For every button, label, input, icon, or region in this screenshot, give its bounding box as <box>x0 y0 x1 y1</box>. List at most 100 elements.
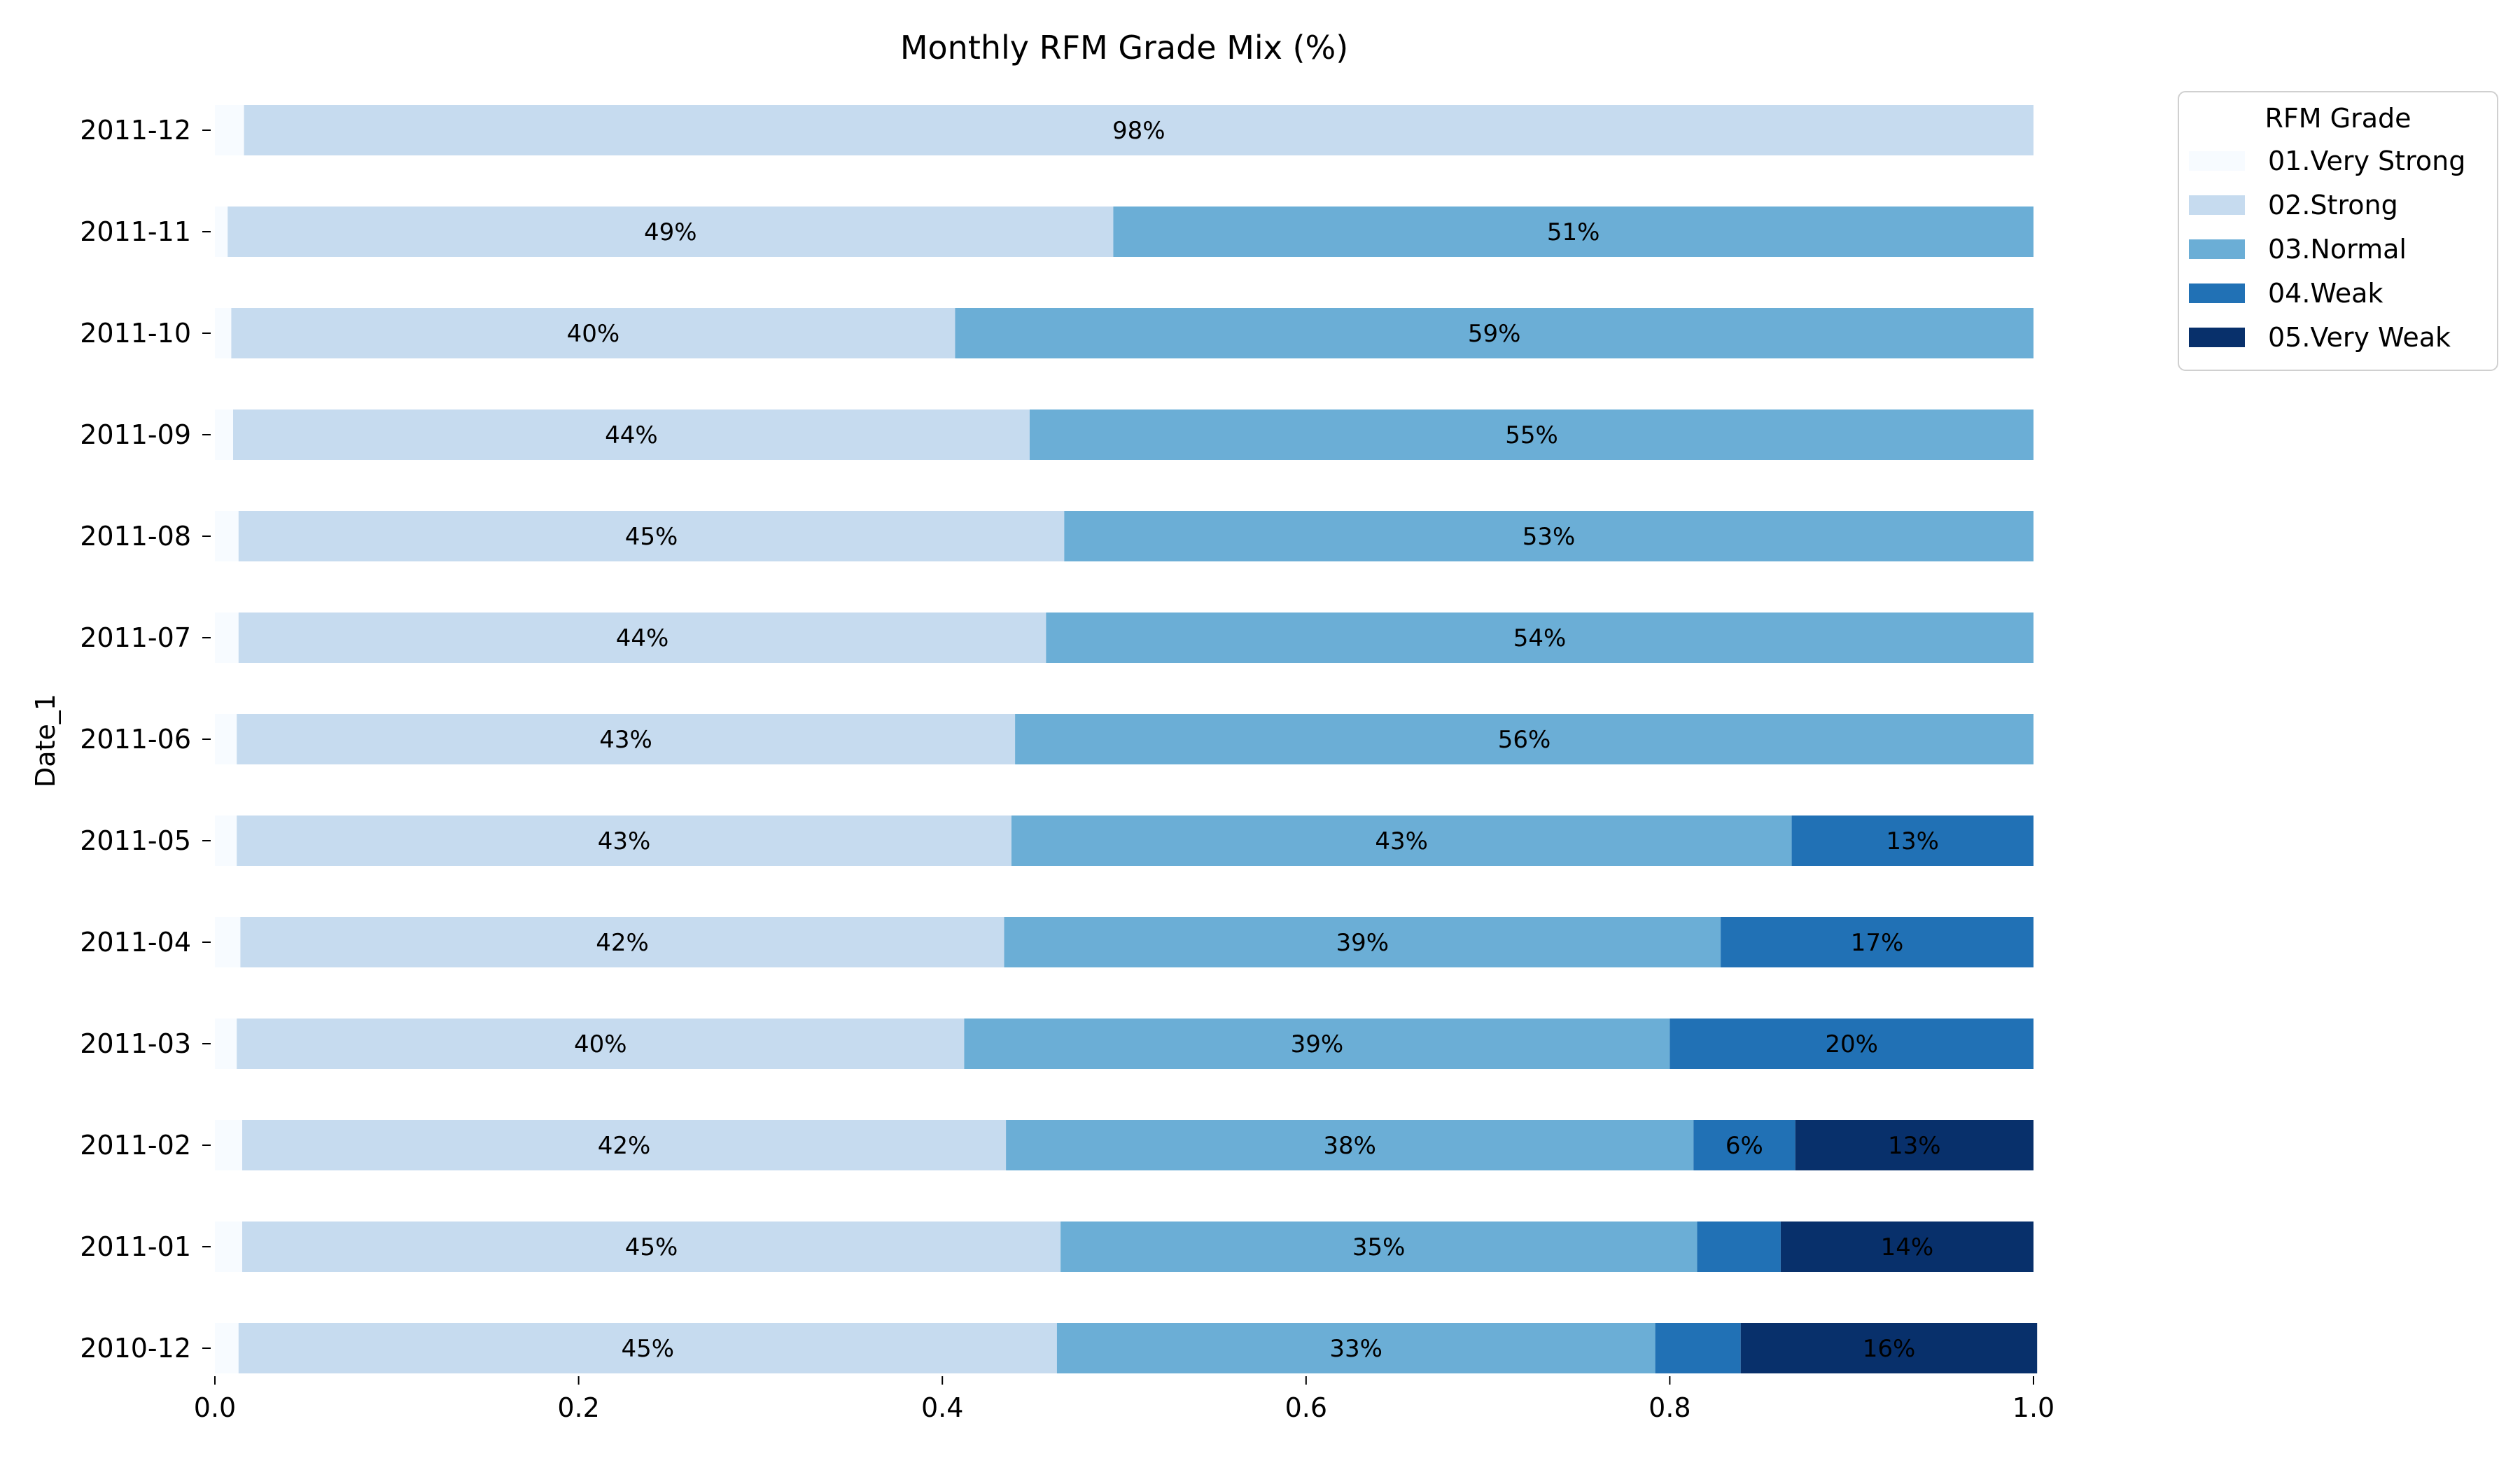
bar-segment-2010-12-s5 <box>1740 1323 2038 1373</box>
bar-segment-2011-08-s3 <box>1064 511 2033 561</box>
bar-segment-2011-09-s3 <box>1029 410 2033 460</box>
bar-label-2011-02-s5: 13% <box>1888 1132 1941 1160</box>
bar-segment-2011-10-s3 <box>955 308 2033 358</box>
y-tick-label-2011-07: 2011-07 <box>80 622 191 653</box>
bar-segment-2011-05-s4 <box>1791 816 2033 866</box>
bar-segment-2011-03-s2 <box>237 1018 965 1069</box>
legend-label-5: 05.Very Weak <box>2268 322 2451 353</box>
bar-segment-2010-12-s3 <box>1056 1323 1656 1373</box>
bar-segment-2011-02-s5 <box>1795 1120 2033 1170</box>
y-tick-label-2011-04: 2011-04 <box>80 927 191 958</box>
legend: RFM Grade 01.Very Strong 02.Strong 03.Norm… <box>2178 91 2498 371</box>
legend-swatch-4 <box>2189 284 2245 303</box>
bar-segment-2011-06-s2 <box>237 714 1016 764</box>
bar-segment-2011-09-s1 <box>215 410 233 460</box>
bar-segment-2011-06-s3 <box>1015 714 2033 764</box>
y-tick-label-2011-11: 2011-11 <box>80 216 191 247</box>
bar-labels-group: 45% 33% 16% 45% 35% 14% 42% 38% 6% 13% 40% 39% 20% 42… <box>567 117 1941 1363</box>
bar-segment-2011-01-s4 <box>1697 1222 1781 1272</box>
bar-label-2010-12-s2: 45% <box>622 1335 675 1363</box>
bar-label-2011-12-s2: 98% <box>1112 117 1166 145</box>
bar-segment-2011-05-s1 <box>215 816 237 866</box>
bar-label-2011-06-s2: 43% <box>599 726 652 754</box>
legend-swatch-3 <box>2189 239 2245 259</box>
y-tick-label-2011-02: 2011-02 <box>80 1130 191 1161</box>
bar-label-2011-01-s5: 14% <box>1881 1233 1934 1261</box>
bar-label-2011-10-s2: 40% <box>567 320 620 348</box>
bar-segment-2011-03-s4 <box>1670 1018 2033 1069</box>
x-axis: 0.0 0.2 0.4 0.6 0.8 1.0 <box>194 1376 2054 1423</box>
x-tick-label-0.0: 0.0 <box>194 1392 236 1423</box>
legend-label-4: 04.Weak <box>2268 278 2383 309</box>
bar-label-2011-09-s2: 44% <box>605 421 658 449</box>
bar-segment-2011-07-s1 <box>215 612 239 663</box>
legend-swatch-1 <box>2189 151 2245 171</box>
bar-segment-2011-11-s3 <box>1113 206 2033 257</box>
x-tick-label-0.6: 0.6 <box>1285 1392 1327 1423</box>
bar-segment-2011-02-s2 <box>242 1120 1007 1170</box>
bar-segment-2011-04-s2 <box>240 917 1004 967</box>
bar-label-2011-03-s2: 40% <box>574 1030 627 1058</box>
bar-label-2011-02-s3: 38% <box>1323 1132 1376 1160</box>
bar-segment-2011-04-s3 <box>1004 917 1721 967</box>
y-tick-label-2011-10: 2011-10 <box>80 318 191 349</box>
y-tick-label-2011-08: 2011-08 <box>80 521 191 552</box>
y-tick-label-2011-05: 2011-05 <box>80 825 191 856</box>
bar-segment-2011-06-s1 <box>215 714 237 764</box>
bar-label-2011-08-s2: 45% <box>625 523 678 551</box>
legend-label-3: 03.Normal <box>2268 234 2407 265</box>
bar-label-2011-09-s3: 55% <box>1505 421 1558 449</box>
legend-label-2: 02.Strong <box>2268 190 2398 220</box>
bar-segment-2011-11-s1 <box>215 206 228 257</box>
bar-label-2011-05-s4: 13% <box>1886 827 1939 855</box>
bar-label-2011-04-s3: 39% <box>1336 929 1390 957</box>
bar-segment-2011-10-s2 <box>231 308 955 358</box>
bar-segment-2011-03-s3 <box>964 1018 1670 1069</box>
y-tick-label-2011-12: 2011-12 <box>80 115 191 146</box>
bar-label-2011-02-s4: 6% <box>1726 1132 1763 1160</box>
bar-label-2010-12-s5: 16% <box>1863 1335 1916 1363</box>
bar-label-2011-10-s3: 59% <box>1468 320 1521 348</box>
bar-label-2011-07-s3: 54% <box>1513 624 1567 652</box>
bars-group <box>215 105 2038 1373</box>
bar-segment-2011-12-s2 <box>244 105 2033 155</box>
bar-segment-2011-07-s3 <box>1046 612 2033 663</box>
bar-segment-2011-08-s1 <box>215 511 239 561</box>
bar-label-2011-02-s2: 42% <box>598 1132 651 1160</box>
bar-segment-2011-10-s1 <box>215 308 232 358</box>
bar-label-2011-03-s3: 39% <box>1291 1030 1344 1058</box>
bar-segment-2011-04-s4 <box>1721 917 2033 967</box>
bar-segment-2011-01-s5 <box>1780 1222 2033 1272</box>
bar-segment-2011-05-s3 <box>1011 816 1792 866</box>
bar-label-2011-04-s4: 17% <box>1851 929 1904 957</box>
bar-segment-2010-12-s1 <box>215 1323 239 1373</box>
bar-segment-2011-02-s4 <box>1693 1120 1795 1170</box>
bar-segment-2011-03-s1 <box>215 1018 237 1069</box>
bar-segment-2011-09-s2 <box>233 410 1030 460</box>
legend-swatch-2 <box>2189 195 2245 215</box>
bar-label-2011-08-s3: 53% <box>1522 523 1576 551</box>
bar-segment-2011-04-s1 <box>215 917 241 967</box>
bar-label-2011-06-s3: 56% <box>1498 726 1551 754</box>
bar-segment-2011-08-s2 <box>238 511 1065 561</box>
bar-label-2011-03-s4: 20% <box>1825 1030 1878 1058</box>
y-tick-label-2011-01: 2011-01 <box>80 1231 191 1262</box>
y-axis-label: Date_1 <box>30 694 61 788</box>
bar-label-2011-05-s2: 43% <box>598 827 651 855</box>
bar-segment-2011-05-s2 <box>237 816 1011 866</box>
bar-segment-2011-12-s1 <box>215 105 244 155</box>
y-tick-label-2011-03: 2011-03 <box>80 1028 191 1059</box>
bar-label-2011-04-s2: 42% <box>596 929 649 957</box>
x-tick-label-0.2: 0.2 <box>557 1392 599 1423</box>
bar-label-2010-12-s3: 33% <box>1329 1335 1382 1363</box>
bar-label-2011-07-s2: 44% <box>616 624 669 652</box>
legend-title: RFM Grade <box>2265 103 2412 134</box>
bar-label-2011-05-s3: 43% <box>1375 827 1428 855</box>
y-tick-label-2011-09: 2011-09 <box>80 419 191 450</box>
bar-segment-2011-11-s2 <box>227 206 1114 257</box>
legend-frame <box>2178 91 2498 371</box>
legend-swatch-5 <box>2189 328 2245 347</box>
bar-label-2011-11-s3: 51% <box>1547 218 1600 246</box>
y-tick-label-2010-12: 2010-12 <box>80 1333 191 1364</box>
